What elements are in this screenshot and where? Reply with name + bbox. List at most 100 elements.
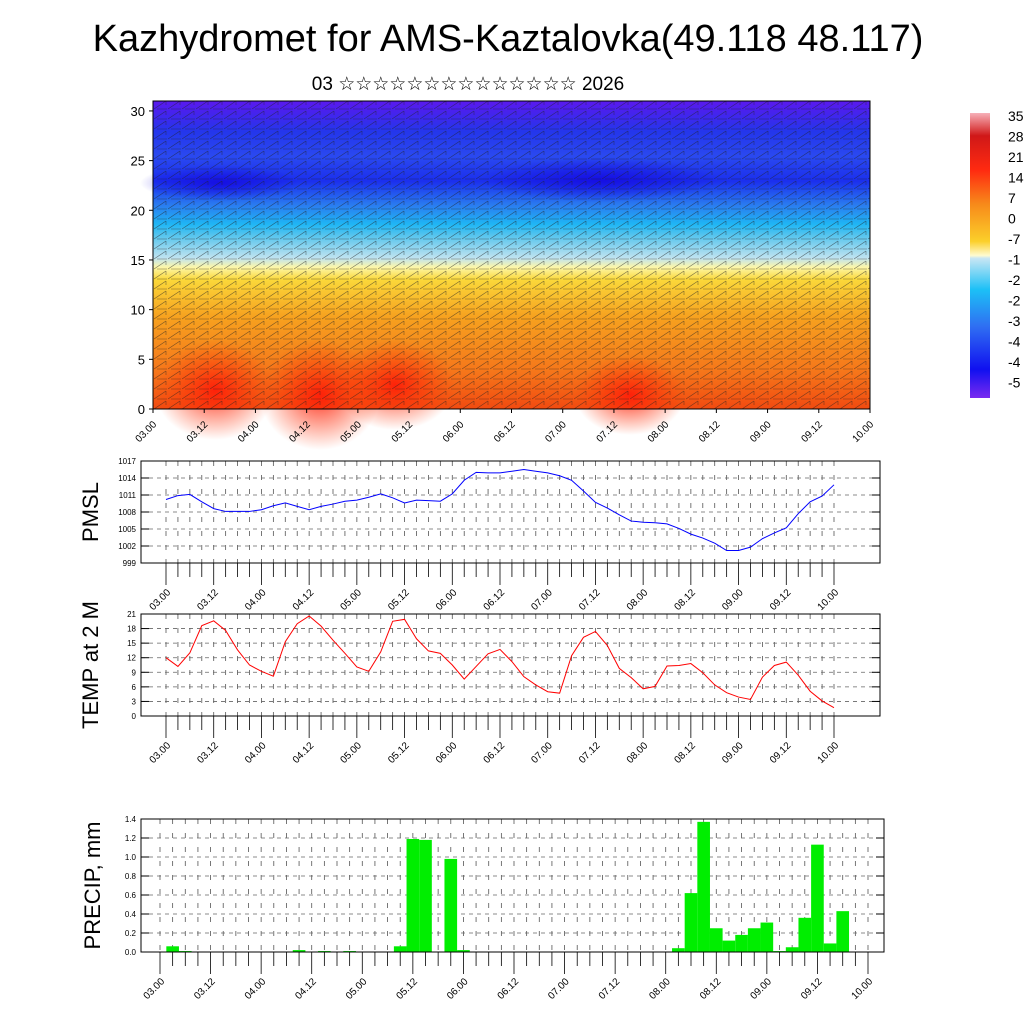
y-tick-label: 1.4 xyxy=(125,815,137,824)
precip-bar xyxy=(672,948,685,952)
x-tick-label: 10.00 xyxy=(816,587,842,613)
x-tick-label: 03.00 xyxy=(148,587,174,613)
precip-bar xyxy=(419,839,432,952)
x-tick-label: 05.00 xyxy=(339,740,365,766)
x-tick-label: 04.00 xyxy=(243,740,269,766)
colorbar-label: -1 xyxy=(1008,252,1021,268)
y-tick-label: 6 xyxy=(132,683,137,692)
x-tick-label: 07.12 xyxy=(577,587,603,613)
x-tick-label: 06.00 xyxy=(434,740,460,766)
y-tick-label: 10 xyxy=(131,303,145,318)
y-tick-label: 15 xyxy=(131,253,145,268)
y-tick-label: 0 xyxy=(132,712,137,721)
y-axis-label: PMSL xyxy=(78,482,103,542)
x-tick-label: 08.12 xyxy=(673,587,699,613)
y-tick-label: 12 xyxy=(127,654,136,663)
temp-chart: 0 3 6 9 12 15 18 21 03.00 03.12 04.00 04.12 05.00 05.… xyxy=(78,601,881,766)
x-tick-label: 04.12 xyxy=(293,976,319,1002)
x-tick-label: 10.00 xyxy=(850,976,876,1002)
precip-chart: 0.0 0.2 0.4 0.6 0.8 1.0 1.2 1.4 03.00 03.12 04.00 0… xyxy=(80,815,885,1002)
plot-frame xyxy=(140,818,885,953)
colorbar-label: -4 xyxy=(1008,334,1021,350)
x-tick-label: 06.12 xyxy=(482,740,508,766)
precip-bar xyxy=(735,934,748,952)
precip-bar xyxy=(292,950,306,952)
precip-bar xyxy=(457,950,470,952)
x-tick-label: 10.00 xyxy=(851,419,877,445)
y-tick-label: 0.6 xyxy=(125,891,137,900)
x-tick-label: 05.12 xyxy=(386,587,412,613)
x-tick-label: 03.12 xyxy=(195,740,221,766)
precip-bar xyxy=(823,943,837,952)
x-tick-label: 10.00 xyxy=(816,740,842,766)
y-tick-label: 1.0 xyxy=(125,853,137,862)
colorbar-label: -2 xyxy=(1008,272,1021,288)
x-tick-label: 09.12 xyxy=(799,419,825,445)
y-tick-label: 1008 xyxy=(118,508,136,517)
x-tick-label: 08.12 xyxy=(698,976,724,1002)
colorbar-label: -3 xyxy=(1008,313,1021,329)
x-tick-label: 04.00 xyxy=(243,587,269,613)
colorbar-label: 21 xyxy=(1008,149,1024,165)
y-tick-label: 1014 xyxy=(118,474,136,483)
pmsl-line xyxy=(165,468,835,552)
y-tick-label: 0 xyxy=(138,402,145,417)
y-tick-label: 20 xyxy=(131,203,145,218)
x-tick-label: 03.00 xyxy=(148,740,174,766)
x-tick-label: 05.12 xyxy=(395,976,421,1002)
precip-bar xyxy=(166,946,179,952)
y-tick-label: 0.4 xyxy=(125,910,137,919)
precip-bar xyxy=(393,946,407,952)
x-tick-label: 07.00 xyxy=(529,587,555,613)
x-tick-label: 03.00 xyxy=(142,976,168,1002)
x-tick-label: 07.00 xyxy=(546,976,572,1002)
x-tick-label: 06.12 xyxy=(492,419,518,445)
x-tick-label: 04.12 xyxy=(291,587,317,613)
y-tick-label: 3 xyxy=(132,697,137,706)
x-tick-label: 06.12 xyxy=(496,976,522,1002)
y-tick-label: 5 xyxy=(138,352,145,367)
precip-bar xyxy=(811,844,824,952)
chart-subtitle: 03 ☆☆☆☆☆☆☆☆☆☆☆☆☆☆ 2026 xyxy=(311,74,625,95)
x-tick-label: 06.00 xyxy=(445,976,471,1002)
y-tick-label: 9 xyxy=(132,668,137,677)
y-tick-label: 0.2 xyxy=(125,929,137,938)
precip-bar xyxy=(406,838,420,952)
precip-bar xyxy=(785,947,799,952)
x-tick-label: 09.00 xyxy=(748,419,774,445)
y-tick-label: 0.8 xyxy=(125,872,137,881)
y-tick-label: 1011 xyxy=(119,491,137,500)
wind-barbs xyxy=(153,101,870,409)
precip-bar xyxy=(760,922,774,952)
colorbar-label: -2 xyxy=(1008,293,1021,309)
x-tick-label: 08.12 xyxy=(697,419,723,445)
x-tick-label: 07.00 xyxy=(529,740,555,766)
x-tick-label: 08.00 xyxy=(625,740,651,766)
x-tick-label: 06.12 xyxy=(482,587,508,613)
y-tick-label: 18 xyxy=(127,625,136,634)
y-tick-label: 999 xyxy=(123,559,137,568)
chart-title: Kazhydromet for AMS-Kaztalovka(49.118 48… xyxy=(92,18,924,60)
x-tick-label: 08.00 xyxy=(625,587,651,613)
y-tick-label: 0.0 xyxy=(125,948,137,957)
x-tick-label: 06.00 xyxy=(434,587,460,613)
precip-bar xyxy=(709,928,723,952)
precip-bar xyxy=(722,940,736,952)
colorbar: 35 28 21 14 7 0 -7 -1 -2 -2 -3 -4 -4 -5 xyxy=(970,108,1024,398)
x-tick-label: 09.00 xyxy=(720,587,746,613)
x-tick-label: 05.12 xyxy=(386,740,412,766)
x-tick-label: 09.12 xyxy=(799,976,825,1002)
pmsl-chart: 999 1002 1005 1008 1011 1014 1017 03.00 03.12 04.… xyxy=(78,457,881,613)
x-tick-label: 04.12 xyxy=(291,740,317,766)
colorbar-label: 0 xyxy=(1008,211,1016,227)
y-tick-label: 1017 xyxy=(118,457,136,466)
y-axis-label: TEMP at 2 M xyxy=(78,601,103,729)
x-tick-label: 07.12 xyxy=(597,976,623,1002)
y-tick-label: 1005 xyxy=(118,525,136,534)
x-tick-label: 07.00 xyxy=(543,419,569,445)
x-tick-label: 04.00 xyxy=(243,976,269,1002)
precip-bar xyxy=(798,917,812,952)
x-tick-label: 09.00 xyxy=(749,976,775,1002)
temp-line xyxy=(165,615,835,709)
